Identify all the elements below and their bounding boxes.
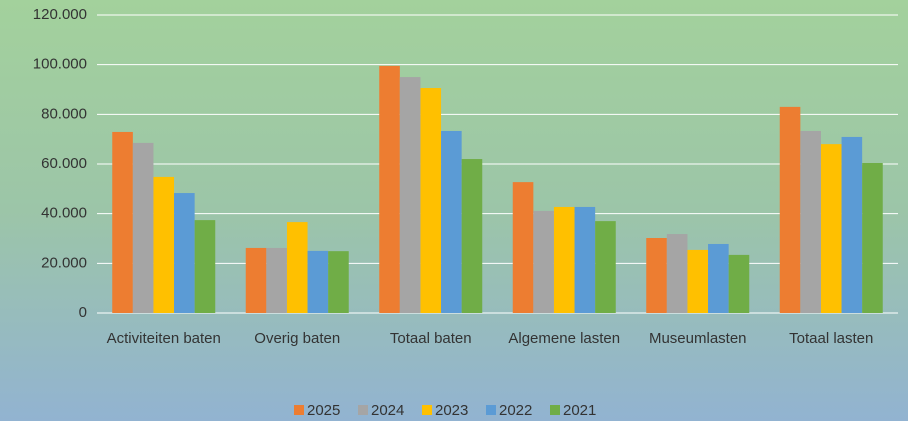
bar bbox=[779, 106, 801, 313]
bar bbox=[245, 247, 267, 313]
bar bbox=[461, 159, 483, 313]
bar bbox=[286, 222, 308, 313]
legend-label: 2021 bbox=[563, 402, 596, 419]
bar bbox=[153, 176, 175, 313]
legend-label: 2022 bbox=[499, 402, 532, 419]
bar bbox=[533, 210, 554, 313]
legend-swatch bbox=[550, 405, 560, 415]
bar bbox=[574, 206, 596, 313]
bar bbox=[420, 88, 442, 313]
legend-swatch bbox=[486, 405, 496, 415]
bar bbox=[862, 163, 883, 313]
bar bbox=[266, 247, 287, 313]
legend-label: 2023 bbox=[435, 402, 468, 419]
bar bbox=[820, 144, 842, 313]
bar bbox=[800, 130, 821, 313]
bar bbox=[132, 142, 154, 313]
legend-label: 2025 bbox=[307, 402, 340, 419]
bar bbox=[307, 250, 329, 313]
legend-swatch bbox=[294, 405, 304, 415]
legend-label: 2024 bbox=[371, 402, 404, 419]
x-tick-label: Museumlasten bbox=[648, 330, 747, 347]
bar bbox=[728, 254, 750, 313]
y-tick-label: 120.000 bbox=[33, 6, 87, 23]
bar bbox=[112, 131, 133, 313]
x-tick-label: Totaal baten bbox=[389, 330, 472, 347]
x-tick-label: Algemene lasten bbox=[508, 330, 621, 347]
bar bbox=[512, 182, 534, 313]
x-tick-label: Totaal lasten bbox=[789, 330, 874, 347]
bar bbox=[441, 130, 462, 313]
legend-swatch bbox=[358, 405, 368, 415]
bar bbox=[194, 220, 216, 313]
y-tick-label: 80.000 bbox=[41, 105, 87, 122]
bar bbox=[379, 65, 400, 314]
bar bbox=[841, 136, 863, 313]
x-tick-label: Activiteiten baten bbox=[106, 330, 221, 347]
bar bbox=[646, 238, 667, 313]
bar bbox=[399, 77, 421, 313]
bar bbox=[553, 206, 575, 313]
y-tick-label: 40.000 bbox=[41, 205, 87, 222]
legend-swatch bbox=[422, 405, 432, 415]
y-tick-label: 60.000 bbox=[41, 155, 87, 172]
bar bbox=[328, 251, 349, 313]
bar bbox=[666, 234, 688, 313]
bar bbox=[687, 249, 709, 313]
y-tick-label: 100.000 bbox=[33, 56, 87, 73]
bar bbox=[708, 243, 729, 313]
y-tick-label: 0 bbox=[79, 304, 87, 321]
y-tick-label: 20.000 bbox=[41, 254, 87, 271]
bar bbox=[595, 221, 616, 313]
bar bbox=[174, 193, 195, 313]
x-tick-label: Overig baten bbox=[254, 330, 341, 347]
